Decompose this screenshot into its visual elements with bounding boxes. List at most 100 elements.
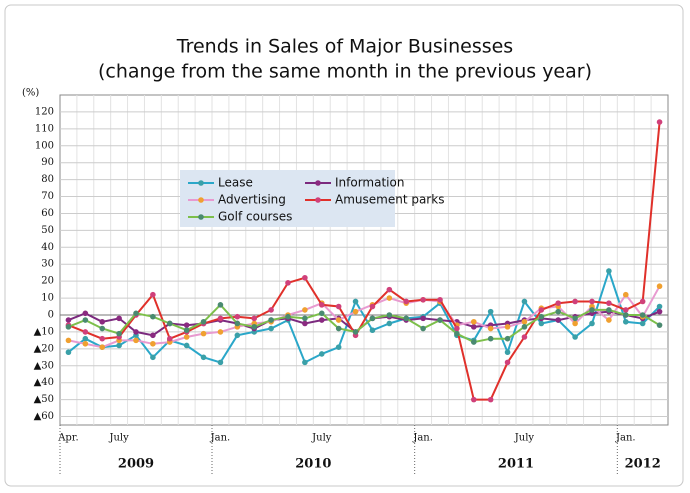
data-point <box>335 344 342 350</box>
data-point <box>251 324 258 330</box>
data-point <box>606 300 612 306</box>
data-point <box>572 334 578 340</box>
data-point <box>285 280 291 286</box>
y-tick-label: 70 <box>41 191 54 202</box>
data-point <box>268 317 274 323</box>
data-point <box>572 298 578 305</box>
y-tick-label: 90 <box>41 157 54 168</box>
series-line <box>68 122 661 401</box>
data-point <box>639 312 646 318</box>
legend-marker <box>315 197 321 203</box>
data-point <box>437 296 443 303</box>
data-point <box>504 349 511 356</box>
data-point <box>656 283 663 290</box>
y-tick-label: 20 <box>41 276 54 287</box>
data-point <box>217 302 224 308</box>
data-point <box>285 313 291 320</box>
legend-label: Lease <box>218 176 253 190</box>
data-point <box>504 335 511 342</box>
legend-label: Information <box>335 176 404 190</box>
year-label: 2012 <box>625 457 661 472</box>
data-point <box>150 332 156 339</box>
data-point <box>403 315 410 322</box>
data-point <box>352 329 359 335</box>
data-point <box>318 317 325 323</box>
data-point <box>302 307 308 313</box>
x-tick-label: Jan. <box>615 433 636 444</box>
legend-marker <box>315 180 321 186</box>
data-point <box>99 335 106 342</box>
data-point <box>369 315 376 322</box>
data-point <box>200 318 207 325</box>
y-tick-label: ▲40 <box>34 377 54 388</box>
data-point <box>335 317 342 323</box>
data-point <box>183 342 190 349</box>
data-point <box>99 344 106 350</box>
x-tick-label: July <box>108 433 129 444</box>
data-point <box>65 337 72 344</box>
data-point <box>251 315 258 322</box>
data-point <box>656 308 663 315</box>
y-tick-label: 120 <box>35 106 54 117</box>
data-point <box>352 308 359 315</box>
data-point <box>200 354 207 361</box>
data-point <box>386 312 393 318</box>
y-tick-label: 10 <box>41 293 54 304</box>
data-point <box>133 310 139 317</box>
data-point <box>302 274 308 281</box>
y-tick-label: 0 <box>48 310 54 321</box>
data-point <box>217 329 224 335</box>
legend-box <box>180 170 395 227</box>
data-point <box>318 302 325 308</box>
data-point <box>572 315 578 322</box>
year-label: 2009 <box>118 457 154 472</box>
data-point <box>183 334 190 340</box>
data-point <box>487 396 494 403</box>
data-point <box>538 320 545 327</box>
data-point <box>200 330 207 337</box>
data-point <box>166 320 173 327</box>
data-point <box>470 396 477 403</box>
data-point <box>234 332 241 339</box>
data-point <box>268 307 274 313</box>
data-point <box>521 334 528 340</box>
y-tick-label: ▲60 <box>34 411 54 422</box>
data-point <box>639 298 646 305</box>
data-point <box>133 329 139 335</box>
data-point <box>150 313 156 320</box>
data-point <box>470 339 477 345</box>
data-point <box>183 322 190 328</box>
data-point <box>234 320 241 327</box>
data-point <box>538 307 545 313</box>
y-tick-label: 50 <box>41 225 54 236</box>
data-point <box>318 351 325 357</box>
data-point <box>555 300 562 306</box>
data-point <box>183 327 190 334</box>
data-point <box>82 317 89 323</box>
data-point <box>234 313 241 320</box>
data-point <box>369 327 376 334</box>
x-tick-label: Jan. <box>210 433 231 444</box>
y-tick-label: 60 <box>41 208 54 219</box>
legend-marker <box>198 197 204 203</box>
data-point <box>589 298 595 305</box>
data-point <box>420 315 426 322</box>
data-point <box>656 322 663 328</box>
y-tick-label: 80 <box>41 174 54 185</box>
data-point <box>622 307 629 313</box>
data-point <box>504 324 511 330</box>
data-point <box>335 303 342 310</box>
data-point <box>386 320 393 327</box>
data-point <box>606 307 612 313</box>
data-point <box>454 330 460 337</box>
data-point <box>369 303 376 310</box>
data-point <box>470 324 477 330</box>
data-point <box>335 325 342 332</box>
legend-label: Golf courses <box>218 210 292 224</box>
data-point <box>386 295 393 301</box>
y-axis-label: (%) <box>22 88 39 99</box>
chart-subtitle: (change from the same month in the previ… <box>98 61 592 83</box>
data-point <box>82 329 89 335</box>
legend-marker <box>198 214 204 220</box>
